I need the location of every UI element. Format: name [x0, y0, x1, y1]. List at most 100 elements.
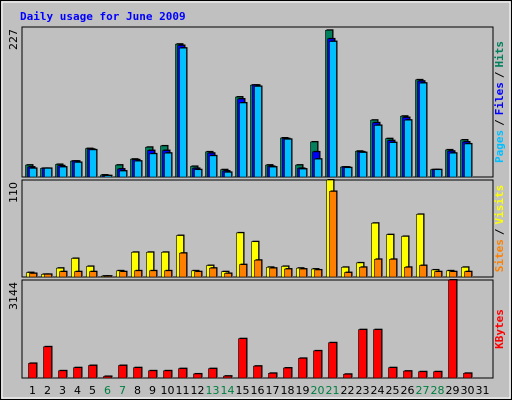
bar [314, 269, 322, 278]
bar [88, 365, 97, 379]
bar [374, 259, 382, 278]
y-tick-label: 227 [7, 29, 20, 50]
x-tick-label: 28 [431, 384, 445, 397]
x-tick-label: 13 [206, 384, 220, 397]
bar [358, 329, 367, 379]
bar [463, 373, 472, 379]
bar [298, 358, 307, 379]
bar [58, 370, 67, 379]
x-tick-label: 23 [356, 384, 370, 397]
bar [119, 271, 127, 278]
legend: Pages / Files / Hits [493, 41, 506, 163]
bar [299, 268, 307, 278]
chart-title: Daily usage for June 2009 [20, 10, 186, 23]
legend-label: Visits [493, 185, 506, 225]
bar [148, 370, 157, 379]
bar [29, 168, 37, 178]
bar [28, 363, 37, 379]
bar [208, 368, 217, 379]
bar [104, 175, 112, 178]
bar [373, 329, 382, 379]
x-tick-label: 26 [401, 384, 415, 397]
bar [268, 373, 277, 379]
bar [134, 270, 142, 278]
y-tick-label: 110 [7, 182, 20, 203]
legend-separator: / [493, 228, 506, 235]
bar [59, 166, 67, 178]
bar [223, 375, 232, 379]
legend-label: Hits [493, 41, 506, 68]
y-tick-label: 3144 [7, 282, 20, 310]
bar [163, 370, 172, 379]
bar [59, 271, 67, 278]
bar [239, 264, 247, 278]
x-tick-label: 7 [119, 384, 126, 397]
bar [419, 82, 427, 178]
legend-separator: / [493, 71, 506, 78]
bar [239, 102, 247, 178]
bar [193, 373, 202, 379]
bar [299, 168, 307, 178]
x-tick-label: 9 [149, 384, 156, 397]
legend-label: Pages [493, 130, 506, 163]
bar [179, 252, 187, 278]
bar [74, 271, 82, 278]
x-tick-label: 20 [311, 384, 325, 397]
bar [209, 155, 217, 178]
bar [29, 273, 37, 278]
bar [389, 142, 397, 178]
x-tick-label: 17 [266, 384, 280, 397]
bar [344, 272, 352, 278]
x-tick-label: 12 [191, 384, 205, 397]
bar [449, 271, 457, 278]
x-tick-label: 24 [371, 384, 385, 397]
bar [224, 273, 232, 278]
x-tick-label: 1 [29, 384, 36, 397]
bar [269, 267, 277, 278]
x-tick-label: 14 [221, 384, 235, 397]
bar [313, 350, 322, 379]
bar [374, 125, 382, 178]
bar-shadow [105, 174, 113, 176]
bar [283, 367, 292, 379]
bar [344, 167, 352, 178]
bar [194, 271, 202, 278]
bar [149, 153, 157, 178]
bar [134, 160, 142, 178]
bar [164, 152, 172, 178]
bar [404, 119, 412, 178]
bar [118, 365, 127, 379]
bar [359, 266, 367, 278]
bar [254, 86, 262, 178]
bar [119, 170, 127, 178]
bar [328, 342, 337, 379]
bar [164, 270, 172, 278]
bar [194, 169, 202, 178]
legend: KBytes [493, 309, 506, 349]
x-tick-label: 3 [59, 384, 66, 397]
bar [419, 265, 427, 278]
bar [284, 139, 292, 178]
x-tick-label: 4 [74, 384, 81, 397]
x-tick-label: 31 [476, 384, 490, 397]
bar [359, 152, 367, 178]
bar [133, 367, 142, 379]
bar [178, 368, 187, 379]
x-tick-label: 27 [416, 384, 430, 397]
bar [433, 371, 442, 379]
bar [44, 274, 52, 278]
legend-label: Files [493, 82, 506, 115]
bar [44, 168, 52, 178]
bar [104, 275, 112, 278]
bar [388, 367, 397, 379]
x-tick-label: 15 [236, 384, 250, 397]
bar [43, 346, 52, 379]
bar [209, 267, 217, 278]
bar [418, 371, 427, 379]
x-tick-label: 6 [104, 384, 111, 397]
x-tick-label: 2 [44, 384, 51, 397]
x-tick-label: 5 [89, 384, 96, 397]
